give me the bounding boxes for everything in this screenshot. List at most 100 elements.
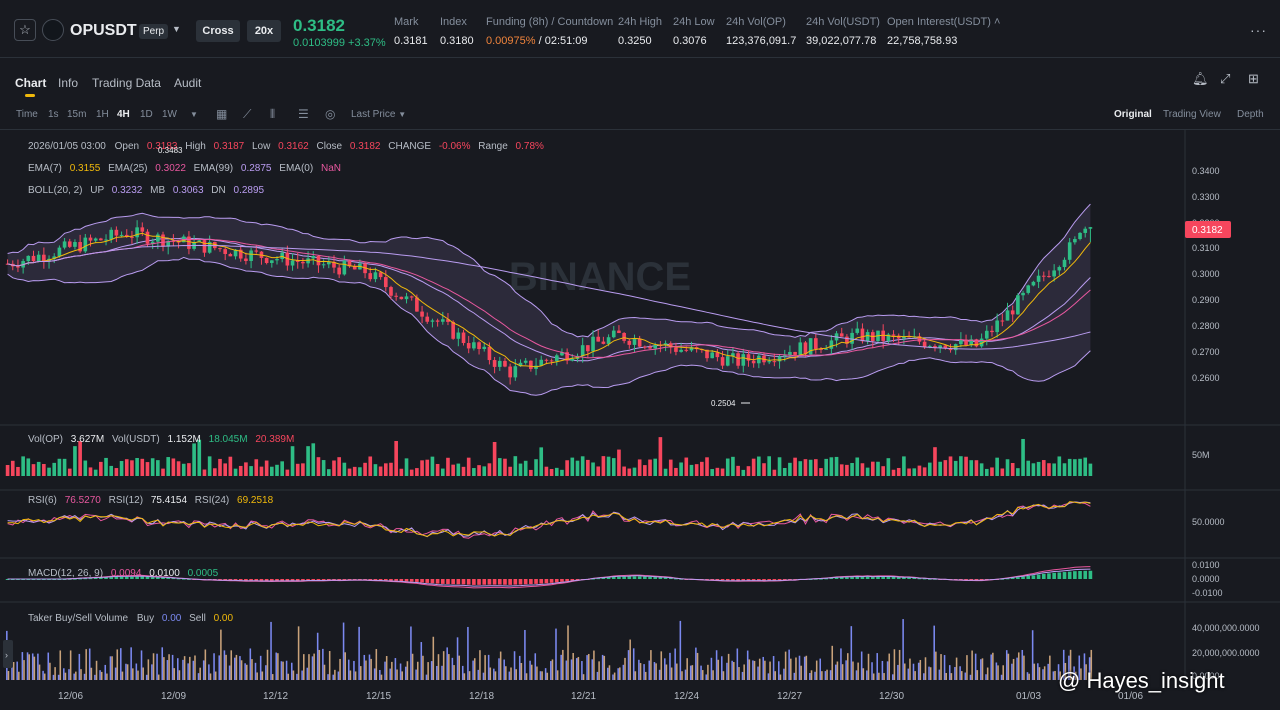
taker-sell-bar	[152, 653, 155, 680]
favorite-star-icon[interactable]: ☆	[14, 19, 36, 41]
macd-bar	[865, 576, 870, 579]
more-icon[interactable]: ···	[1250, 22, 1267, 38]
taker-buy-bar	[1031, 630, 1034, 680]
interval-1d[interactable]: 1D	[140, 109, 153, 120]
interval-dropdown-icon[interactable]: ▼	[190, 110, 198, 119]
volume-bar	[218, 458, 222, 476]
expand-icon[interactable]: ⤢	[1220, 71, 1231, 86]
candle-body	[435, 320, 440, 322]
volume-bar	[777, 457, 782, 476]
taker-buy-bar	[1078, 655, 1081, 680]
indicator-icon[interactable]: ⟋	[243, 107, 252, 121]
collapse-handle[interactable]	[3, 640, 13, 668]
macd-bar	[824, 578, 828, 580]
volume-bar	[47, 467, 51, 476]
taker-buy-bar	[441, 665, 443, 680]
candle-body	[440, 319, 445, 322]
candle-body	[213, 242, 217, 249]
calendar-icon[interactable]: ▦	[216, 107, 228, 121]
interval-time[interactable]: Time	[16, 109, 38, 120]
taker-sell-bar	[328, 651, 331, 680]
chevron-down-icon[interactable]: ▼	[172, 24, 181, 34]
price-type-select[interactable]: Last Price ▼	[351, 109, 406, 120]
volume-bar	[124, 459, 129, 476]
taker-sell-bar	[530, 664, 533, 680]
funding-countdown: / 02:51:09	[535, 35, 588, 47]
taker-buy-bar	[974, 653, 977, 680]
stat-value: 123,376,091.7	[726, 35, 797, 47]
macd-bar	[617, 576, 621, 579]
candle-body	[705, 349, 709, 359]
taker-sell-bar	[556, 670, 559, 680]
taker-buy-bar	[586, 655, 588, 680]
view-trading-view[interactable]: Trading View	[1163, 109, 1221, 120]
interval-1s[interactable]: 1s	[48, 109, 59, 120]
bell-icon[interactable]: 🔔︎	[1192, 71, 1209, 86]
macd-bar	[482, 579, 487, 585]
taker-sell-bar	[613, 672, 616, 680]
low-value: 0.3162	[278, 141, 309, 152]
macd-bar	[508, 579, 512, 585]
taker-sell-bar	[929, 667, 932, 680]
macd-bar	[746, 579, 751, 581]
taker-buy-bar	[1052, 671, 1055, 680]
candle-body	[560, 352, 564, 356]
interval-15m[interactable]: 15m	[67, 109, 87, 120]
price-tick: 0.3100	[1192, 243, 1220, 253]
interval-1w[interactable]: 1W	[162, 109, 177, 120]
leverage-button[interactable]: 20x	[247, 20, 281, 42]
tab-chart[interactable]: Chart	[15, 76, 47, 90]
taker-sell-bar	[541, 671, 543, 680]
taker-buy-bar	[47, 652, 50, 680]
taker-sell-label: Sell	[189, 613, 206, 624]
boll-fill	[7, 204, 1091, 396]
taker-sell-bar	[712, 670, 714, 680]
taker-sell-bar	[458, 655, 460, 680]
margin-mode-button[interactable]: Cross	[196, 20, 240, 42]
symbol-name[interactable]: OPUSDT	[70, 22, 137, 39]
settings-list-icon[interactable]: ☰	[298, 107, 309, 121]
macd-bar	[150, 577, 155, 579]
macd-bar	[1010, 577, 1015, 579]
interval-1h[interactable]: 1H	[96, 109, 109, 120]
stat-label[interactable]: Funding (8h) / Countdown	[486, 16, 614, 28]
chart-svg[interactable]: BINANCE 2026/01/05 03:00 Open 0.3183 Hig…	[0, 130, 1280, 710]
candle-body	[643, 346, 647, 348]
target-icon[interactable]: ◎	[325, 107, 336, 121]
chart-area[interactable]: BINANCE 2026/01/05 03:00 Open 0.3183 Hig…	[0, 130, 1280, 710]
volume-bar	[275, 464, 279, 476]
grid-layout-icon[interactable]: ⊞	[1248, 71, 1259, 86]
candle-body	[549, 360, 554, 362]
taker-buy-bar	[327, 674, 329, 680]
macd-bar	[176, 578, 181, 580]
rsi6-line	[7, 501, 1091, 539]
volume-bar	[705, 457, 709, 476]
candle-style-icon[interactable]: ⫴	[270, 107, 276, 121]
taker-buy-bar	[943, 655, 946, 680]
candle-body	[1000, 320, 1005, 322]
interval-4h[interactable]: 4H	[117, 109, 130, 120]
tab-trading-data[interactable]: Trading Data	[92, 76, 161, 90]
chevron-up-icon[interactable]: ˄	[993, 16, 1001, 28]
taker-buy-bar	[617, 668, 619, 680]
tab-audit[interactable]: Audit	[174, 76, 202, 90]
taker-sell-bar	[831, 645, 834, 680]
taker-buy-bar	[83, 673, 86, 680]
taker-buy-bar	[855, 670, 858, 680]
chevron-right-icon[interactable]: ›	[5, 650, 8, 660]
candle-body	[715, 352, 720, 358]
tab-info[interactable]: Info	[58, 76, 79, 90]
macd-bar	[710, 579, 715, 580]
candle-body	[119, 234, 124, 236]
taker-volume-bars	[6, 619, 1093, 680]
candle-body	[373, 272, 378, 280]
view-depth[interactable]: Depth	[1237, 109, 1264, 120]
taker-buy-bar	[233, 657, 236, 680]
taker-buy-bar	[228, 665, 231, 680]
candle-body	[508, 366, 512, 378]
candle-body	[751, 360, 756, 364]
volume-bar	[653, 458, 658, 476]
view-original[interactable]: Original	[1114, 109, 1152, 120]
candle-body	[197, 240, 202, 242]
stat-label: 24h Low	[673, 16, 715, 28]
